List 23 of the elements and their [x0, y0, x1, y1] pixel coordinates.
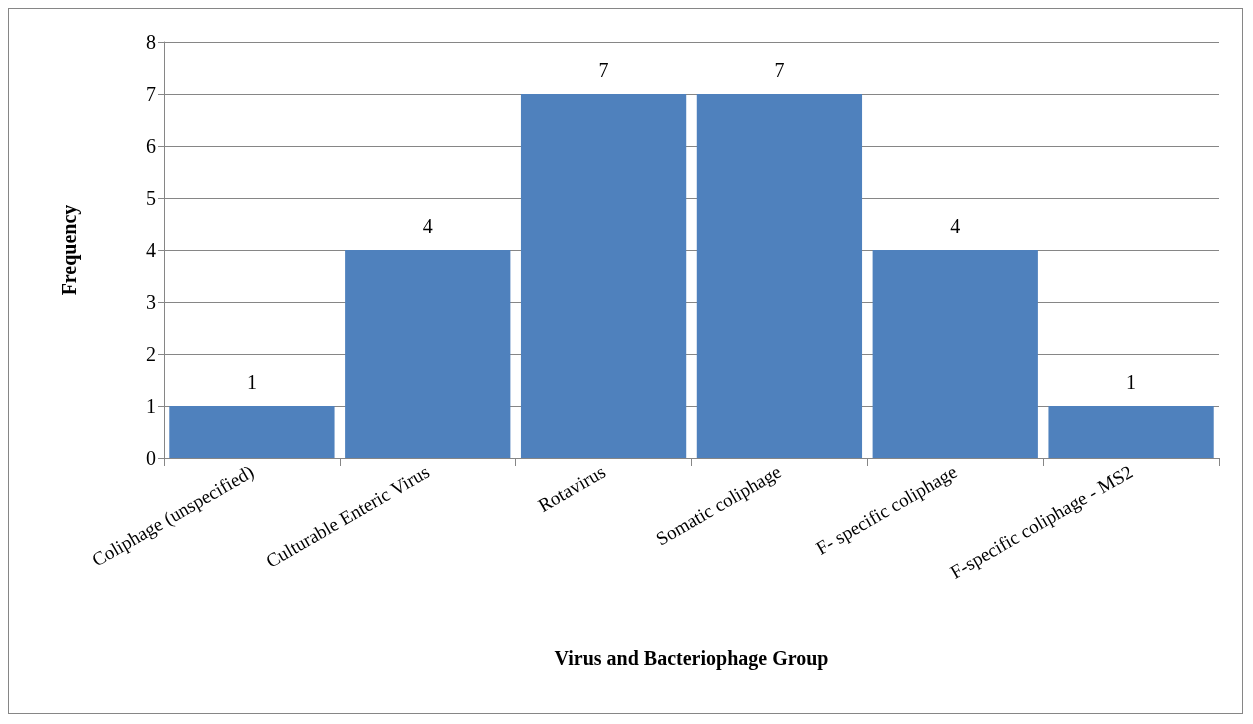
data-label: 1 [246, 371, 257, 393]
bar [872, 250, 1038, 458]
data-label: 4 [950, 215, 961, 237]
y-tick-label: 8 [146, 31, 156, 53]
y-tick-label: 6 [146, 135, 156, 157]
x-axis-title: Virus and Bacteriophage Group [554, 647, 829, 670]
data-label: 4 [422, 215, 433, 237]
bar [169, 406, 335, 458]
y-axis-title: Frequency [58, 204, 81, 296]
y-tick-label: 0 [146, 447, 156, 469]
y-tick-label: 1 [146, 395, 156, 417]
bar [520, 94, 687, 458]
y-tick-label: 5 [146, 187, 156, 209]
y-tick-label: 3 [146, 291, 156, 313]
bar [696, 94, 863, 458]
y-tick-label: 7 [146, 83, 156, 105]
data-label: 1 [1126, 371, 1137, 393]
bar [1048, 406, 1214, 458]
data-label: 7 [774, 59, 785, 81]
y-tick-label: 2 [146, 343, 156, 365]
y-tick-label: 4 [146, 239, 156, 261]
bar [345, 250, 511, 458]
data-label: 7 [598, 59, 609, 81]
